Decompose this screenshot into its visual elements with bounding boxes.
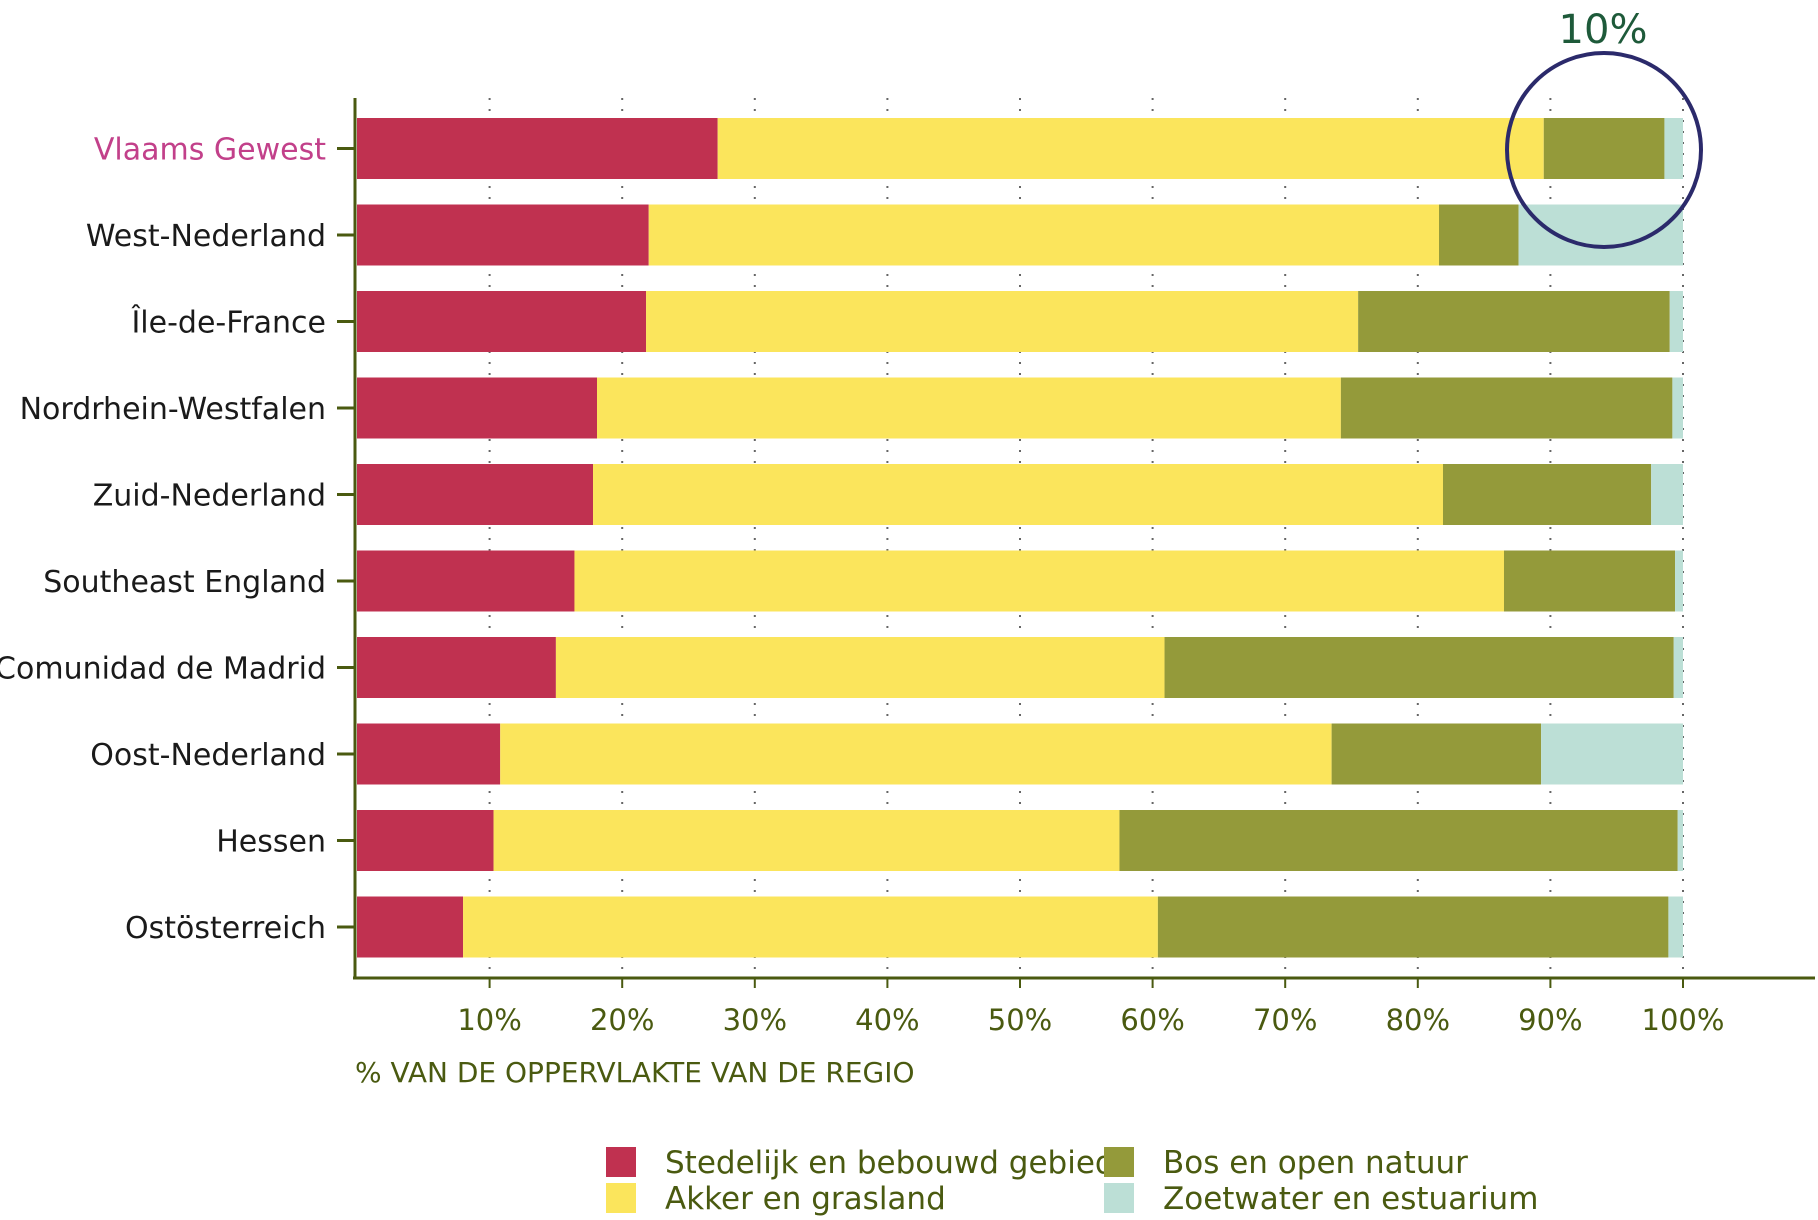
bar-zuid-nederland-stedelijk-en-bebouwd-gebied bbox=[357, 464, 594, 525]
bar-hessen-akker-en-grasland bbox=[493, 810, 1120, 871]
legend-swatch-bos-en-open-natuur bbox=[1104, 1147, 1134, 1177]
bar-ostosterreich-stedelijk-en-bebouwd-gebied bbox=[357, 896, 464, 958]
bar-southeast-england-bos-en-open-natuur bbox=[1503, 550, 1676, 612]
legend-label-akker-en-grasland: Akker en grasland bbox=[665, 1181, 946, 1217]
bar-ile-de-france-bos-en-open-natuur bbox=[1358, 291, 1670, 352]
category-label-hessen: Hessen bbox=[216, 825, 326, 860]
annotation-circle bbox=[1505, 51, 1703, 249]
bar-hessen-bos-en-open-natuur bbox=[1119, 810, 1678, 871]
bar-nordrhein-westfalen-stedelijk-en-bebouwd-gebied bbox=[357, 377, 598, 439]
bar-hessen-zoetwater-en-estuarium bbox=[1677, 810, 1683, 871]
bar-zuid-nederland-akker-en-grasland bbox=[593, 464, 1443, 525]
legend-swatch-zoetwater-en-estuarium bbox=[1104, 1183, 1134, 1213]
category-label-nordrhein-westfalen: Nordrhein-Westfalen bbox=[20, 392, 326, 427]
bar-nordrhein-westfalen-bos-en-open-natuur bbox=[1340, 377, 1673, 439]
category-label-comunidad-de-madrid: Comunidad de Madrid bbox=[0, 652, 326, 687]
x-tick-label-10: 10% bbox=[457, 1003, 521, 1037]
bar-southeast-england-zoetwater-en-estuarium bbox=[1675, 550, 1683, 612]
bar-nordrhein-westfalen-akker-en-grasland bbox=[597, 377, 1341, 439]
bar-ostosterreich-bos-en-open-natuur bbox=[1157, 896, 1669, 958]
bar-comunidad-de-madrid-akker-en-grasland bbox=[555, 637, 1165, 698]
category-label-ostosterreich: Ostösterreich bbox=[125, 911, 326, 946]
x-tick-label-100: 100% bbox=[1642, 1003, 1725, 1037]
bar-west-nederland-akker-en-grasland bbox=[648, 204, 1440, 266]
bar-west-nederland-bos-en-open-natuur bbox=[1439, 204, 1519, 266]
bar-segments bbox=[357, 118, 1683, 958]
bar-comunidad-de-madrid-stedelijk-en-bebouwd-gebied bbox=[357, 637, 556, 698]
x-tick-label-20: 20% bbox=[590, 1003, 654, 1037]
legend-label-stedelijk-en-bebouwd-gebied: Stedelijk en bebouwd gebied bbox=[665, 1145, 1115, 1181]
annotation: 10% bbox=[1505, 7, 1703, 249]
category-labels: Vlaams Gewest West-Nederland Île-de-France… bbox=[0, 133, 326, 947]
x-tick-label-70: 70% bbox=[1253, 1003, 1317, 1037]
x-tick-label-60: 60% bbox=[1120, 1003, 1184, 1037]
category-label-zuid-nederland: Zuid-Nederland bbox=[93, 479, 326, 514]
legend-label-bos-en-open-natuur: Bos en open natuur bbox=[1163, 1145, 1468, 1181]
bar-oost-nederland-stedelijk-en-bebouwd-gebied bbox=[357, 723, 501, 785]
bar-southeast-england-akker-en-grasland bbox=[574, 550, 1504, 612]
x-tick-label-80: 80% bbox=[1386, 1003, 1450, 1037]
bar-oost-nederland-zoetwater-en-estuarium bbox=[1541, 723, 1683, 785]
bar-vlaams-gewest-zoetwater-en-estuarium bbox=[1664, 118, 1683, 179]
bar-vlaams-gewest-bos-en-open-natuur bbox=[1543, 118, 1665, 179]
bar-ostosterreich-akker-en-grasland bbox=[463, 896, 1158, 958]
category-label-oost-nederland: Oost-Nederland bbox=[90, 738, 326, 773]
annotation-label: 10% bbox=[1559, 7, 1648, 53]
legend-swatch-akker-en-grasland bbox=[606, 1183, 636, 1213]
bar-ile-de-france-stedelijk-en-bebouwd-gebied bbox=[357, 291, 647, 352]
x-axis-title: % VAN DE OPPERVLAKTE VAN DE REGIO bbox=[355, 1056, 915, 1089]
bar-oost-nederland-akker-en-grasland bbox=[500, 723, 1332, 785]
bar-west-nederland-zoetwater-en-estuarium bbox=[1518, 204, 1683, 266]
x-tick-label-90: 90% bbox=[1518, 1003, 1582, 1037]
bar-zuid-nederland-zoetwater-en-estuarium bbox=[1651, 464, 1683, 525]
x-tick-labels: 10% 20% 30% 40% 50% 60% 70% 80% 90% 100% bbox=[457, 1003, 1724, 1037]
x-tick-label-40: 40% bbox=[855, 1003, 919, 1037]
bar-vlaams-gewest-akker-en-grasland bbox=[717, 118, 1544, 179]
bar-oost-nederland-bos-en-open-natuur bbox=[1331, 723, 1542, 785]
bar-comunidad-de-madrid-zoetwater-en-estuarium bbox=[1673, 637, 1683, 698]
legend-swatch-stedelijk-en-bebouwd-gebied bbox=[606, 1147, 636, 1177]
bar-ile-de-france-zoetwater-en-estuarium bbox=[1669, 291, 1683, 352]
category-label-ile-de-france: Île-de-France bbox=[130, 305, 326, 341]
axes bbox=[337, 98, 1815, 988]
category-label-west-nederland: West-Nederland bbox=[86, 219, 326, 254]
bar-west-nederland-stedelijk-en-bebouwd-gebied bbox=[357, 204, 649, 266]
bar-nordrhein-westfalen-zoetwater-en-estuarium bbox=[1672, 377, 1683, 439]
legend: Stedelijk en bebouwd gebied Bos en open n… bbox=[606, 1145, 1538, 1217]
bar-ostosterreich-zoetwater-en-estuarium bbox=[1668, 896, 1683, 958]
bar-zuid-nederland-bos-en-open-natuur bbox=[1442, 464, 1652, 525]
x-tick-label-50: 50% bbox=[988, 1003, 1052, 1037]
category-label-southeast-england: Southeast England bbox=[43, 565, 326, 600]
bar-southeast-england-stedelijk-en-bebouwd-gebied bbox=[357, 550, 575, 612]
category-label-vlaams-gewest: Vlaams Gewest bbox=[94, 133, 326, 168]
bar-hessen-stedelijk-en-bebouwd-gebied bbox=[357, 810, 494, 871]
x-tick-label-30: 30% bbox=[723, 1003, 787, 1037]
legend-label-zoetwater-en-estuarium: Zoetwater en estuarium bbox=[1163, 1181, 1538, 1217]
bar-ile-de-france-akker-en-grasland bbox=[646, 291, 1359, 352]
bar-comunidad-de-madrid-bos-en-open-natuur bbox=[1164, 637, 1674, 698]
bar-vlaams-gewest-stedelijk-en-bebouwd-gebied bbox=[357, 118, 718, 179]
